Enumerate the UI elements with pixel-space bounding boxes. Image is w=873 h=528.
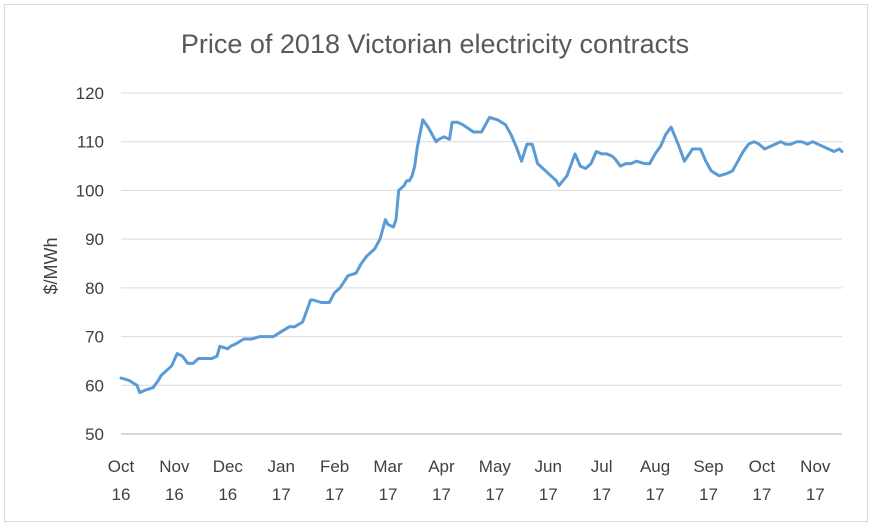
x-tick-month: Nov [159,457,190,476]
x-tick-year: 17 [806,485,825,504]
y-tick-label: 90 [85,230,104,249]
x-tick-month: Jul [591,457,613,476]
series-line [119,115,844,395]
x-tick-year: 17 [592,485,611,504]
y-tick-label: 50 [85,425,104,444]
x-tick-year: 17 [379,485,398,504]
x-tick-month: Aug [640,457,670,476]
x-tick-month: Oct [108,457,135,476]
x-tick-month: Oct [749,457,776,476]
x-tick-month: Nov [800,457,831,476]
x-tick-month: Jan [268,457,295,476]
x-tick-year: 17 [539,485,558,504]
x-tick-year: 17 [485,485,504,504]
x-tick-year: 17 [325,485,344,504]
x-tick-year: 16 [218,485,237,504]
y-tick-label: 60 [85,376,104,395]
y-tick-label: 110 [77,133,104,152]
y-tick-label: 80 [85,279,104,298]
chart-area [4,4,868,522]
x-tick-year: 17 [432,485,451,504]
x-tick-month: Dec [213,457,244,476]
x-tick-year: 17 [646,485,665,504]
chart-title: Price of 2018 Victorian electricity cont… [181,29,689,59]
x-tick-year: 17 [699,485,718,504]
x-tick-year: 17 [272,485,291,504]
x-tick-month: Jun [535,457,562,476]
series-group [119,115,844,395]
y-axis-ticks: 50 60 70 80 90 100 110 120 [76,84,104,444]
x-tick-month: Mar [373,457,403,476]
y-axis-label: $/MWh [41,237,61,294]
x-tick-month: Sep [693,457,723,476]
x-tick-month: Feb [320,457,349,476]
x-axis-ticks: Oct 16 Nov 16 Dec 16 Jan 17 Feb 17 Mar 17 Apr 17 May 17… [108,457,831,504]
x-tick-year: 16 [112,485,131,504]
x-tick-year: 16 [165,485,184,504]
y-tick-label: 120 [76,84,104,103]
y-tick-label: 70 [85,328,104,347]
x-tick-month: Apr [428,457,455,476]
gridlines [121,92,842,435]
y-tick-label: 100 [76,181,104,200]
x-tick-month: May [479,457,512,476]
x-tick-year: 17 [752,485,771,504]
